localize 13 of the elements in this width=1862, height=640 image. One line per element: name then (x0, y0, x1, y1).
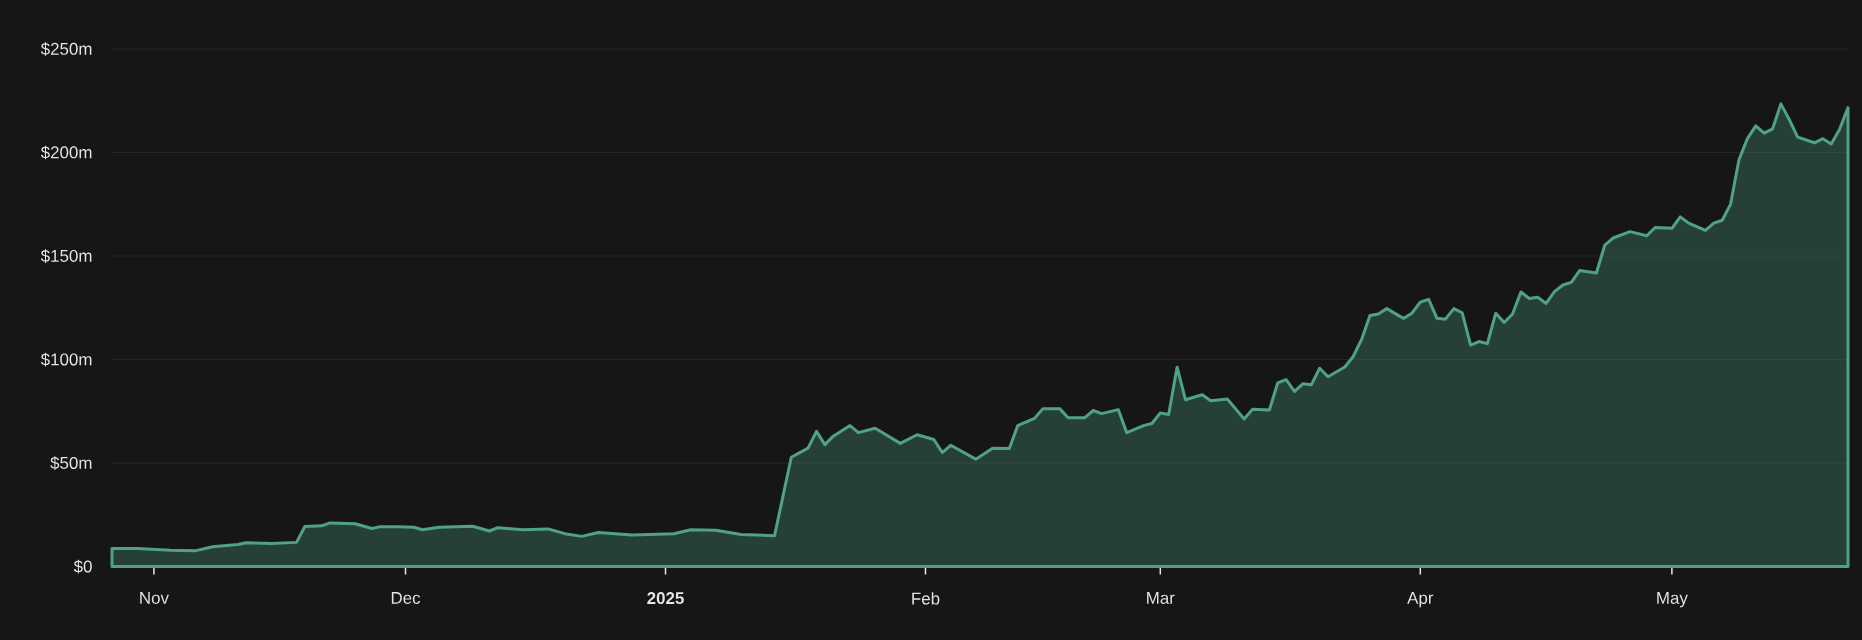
x-tick-label: May (1657, 592, 1688, 608)
y-tick-label: $0 (73, 559, 92, 574)
x-tick-label: 2025 (647, 592, 684, 605)
x-tick-label: Mar (1147, 592, 1175, 604)
y-tick-label: $250m (40, 42, 92, 56)
x-tick-label: Nov (140, 592, 169, 604)
y-tick-label: $200m (40, 145, 92, 160)
x-tick-label: Apr (1407, 592, 1434, 608)
x-tick-label: Feb (912, 592, 940, 605)
y-tick-label: $100m (40, 352, 92, 367)
x-tick-label: Dec (391, 592, 421, 604)
y-tick-label: $150m (40, 249, 92, 263)
y-tick-label: $50m (50, 456, 92, 470)
